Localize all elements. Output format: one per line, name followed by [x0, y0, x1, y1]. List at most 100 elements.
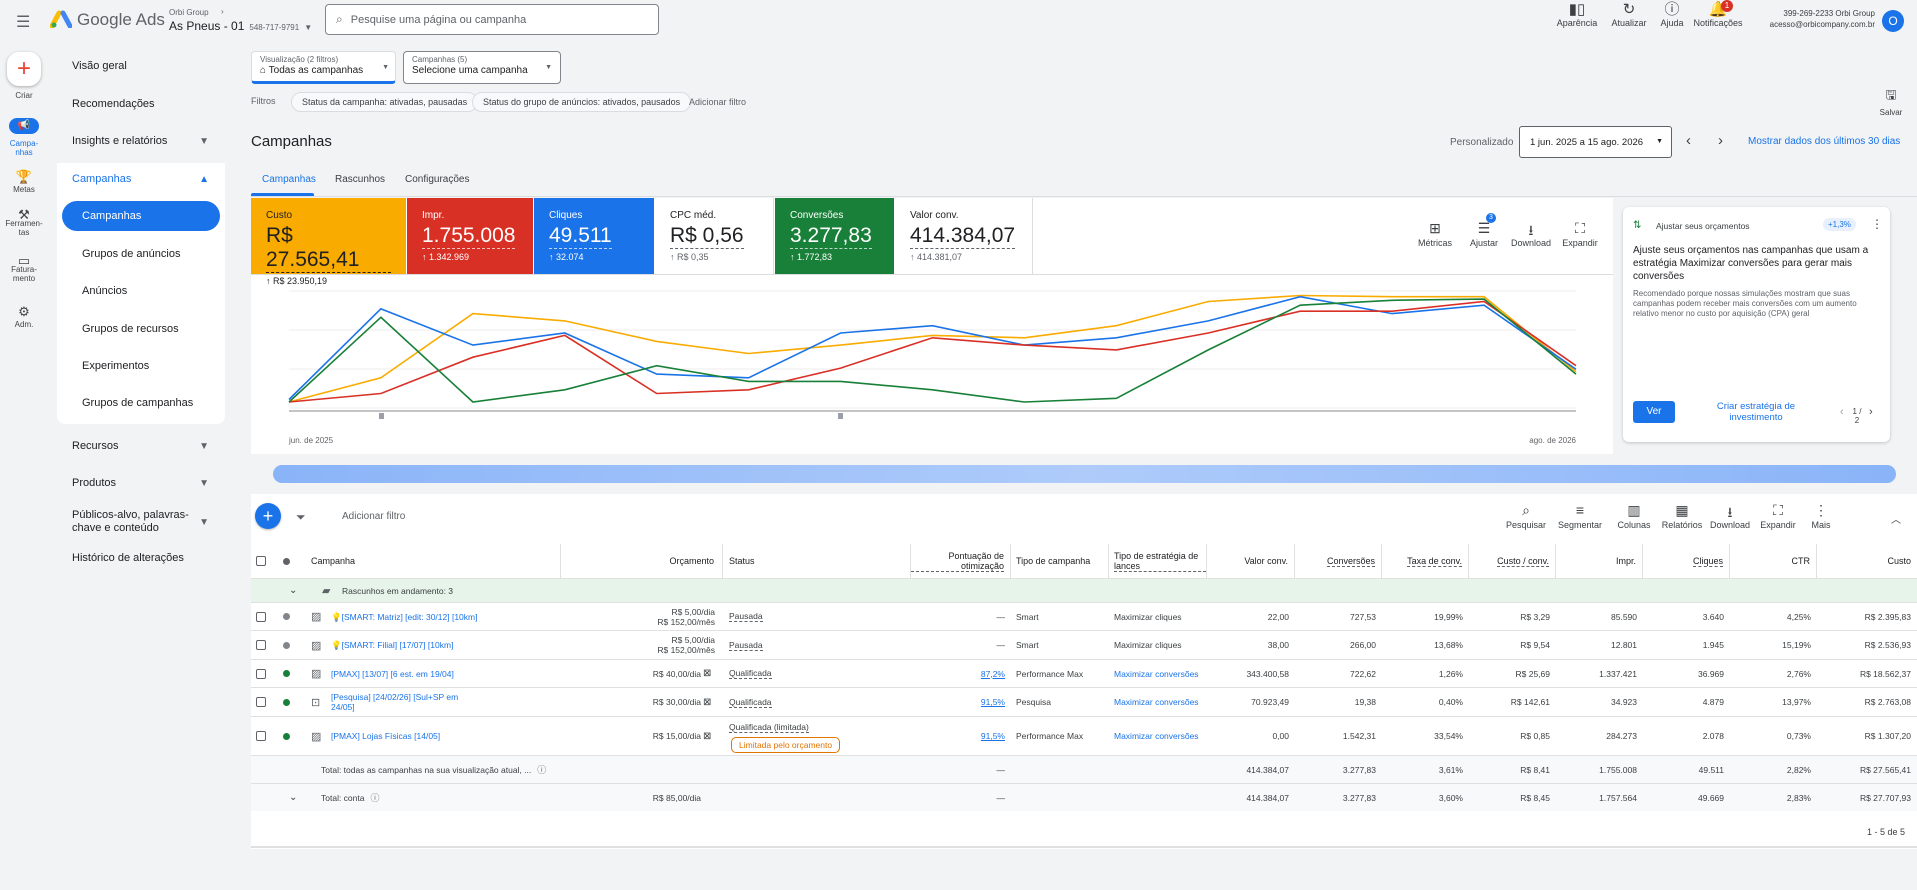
optimization-score[interactable]: 91,5%	[980, 697, 1005, 707]
chart-download-button[interactable]: ⭳ Download	[1510, 222, 1552, 248]
collapse-table-icon[interactable]: ︿	[1891, 515, 1901, 526]
more-vert-icon[interactable]: ⋮	[1871, 217, 1883, 231]
col-ctr[interactable]: CTR	[1730, 544, 1817, 578]
tab-drafts[interactable]: Rascunhos	[335, 174, 386, 185]
campaign-selector[interactable]: Campanhas (5) Selecione uma campanha ▼	[403, 51, 561, 84]
campaign-name-link[interactable]: [PMAX] [13/07] [6 est. em 19/04]	[331, 668, 454, 679]
budget-cell[interactable]: R$ 5,00/dia R$ 152,00/mês	[657, 635, 715, 655]
filter-icon[interactable]: ⏷	[296, 510, 306, 524]
status-dot[interactable]	[282, 698, 290, 706]
rail-goals[interactable]: 🏆 Metas	[0, 169, 48, 194]
save-button[interactable]: 🖫 Salvar	[1876, 86, 1906, 117]
reco-prev-icon[interactable]: ‹	[1840, 406, 1844, 418]
reco-create-strategy-link[interactable]: Criar estratégia de investimento	[1716, 401, 1796, 423]
metrics-button[interactable]: ⊞ Métricas	[1415, 220, 1455, 248]
rail-admin[interactable]: ⚙ Adm.	[0, 304, 48, 329]
nav-sub-campaigns[interactable]: Campanhas	[62, 201, 220, 231]
row-checkbox[interactable]	[256, 697, 266, 707]
table-columns-button[interactable]: ▥ Colunas	[1612, 502, 1656, 530]
status-dot[interactable]	[282, 732, 290, 740]
date-range-picker[interactable]: 1 jun. 2025 a 15 ago. 2026 ▼	[1519, 126, 1672, 158]
col-conversions[interactable]: Conversões	[1295, 544, 1382, 578]
drafts-row[interactable]: ⌄ ▰ Rascunhos em andamento: 3	[251, 578, 1917, 602]
rail-billing[interactable]: ▭ Fatura- mento	[0, 254, 48, 283]
row-checkbox[interactable]	[256, 611, 266, 622]
rail-label-campaigns[interactable]: Campa- nhas	[9, 139, 39, 157]
range-handle-right[interactable]	[838, 413, 843, 419]
col-clicks[interactable]: Cliques	[1643, 544, 1730, 578]
budget-cell[interactable]: R$ 5,00/dia R$ 152,00/mês	[657, 606, 715, 627]
tile-impressions[interactable]: Impr. 1.755.008 ↑ 1.342.969	[407, 198, 533, 274]
table-row[interactable]: ⊡ [Pesquisa] [24/02/26] [Sul+SP em 24/05]…	[251, 687, 1917, 716]
table-row[interactable]: ▨ [PMAX] Lojas Físicas [14/05] R$ 15,00/di…	[251, 716, 1917, 755]
optimization-score[interactable]: 87,2%	[980, 668, 1005, 679]
megaphone-icon[interactable]: 📢	[9, 118, 39, 134]
info-icon[interactable]: ⓘ	[370, 793, 380, 803]
status-text[interactable]: Qualificada	[729, 696, 772, 708]
campaign-name-link[interactable]: 💡[SMART: Filial] [17/07] [10km]	[331, 640, 454, 650]
status-dot[interactable]	[282, 613, 290, 620]
table-download-button[interactable]: ⭳ Download	[1709, 504, 1751, 530]
create-button[interactable]: +	[7, 52, 41, 86]
nav-sub-campaign-groups[interactable]: Grupos de campanhas	[82, 397, 194, 409]
nav-history[interactable]: Histórico de alterações	[72, 552, 184, 564]
nav-sub-ad-groups[interactable]: Grupos de anúncios	[82, 248, 181, 260]
table-row[interactable]: ▨ 💡[SMART: Filial] [17/07] [10km] R$ 5,00/…	[251, 630, 1917, 659]
prev-period-button[interactable]: ‹	[1686, 132, 1691, 149]
filter-chip-adgroup-status[interactable]: Status do grupo de anúncios: ativados, p…	[472, 92, 692, 112]
rail-tools[interactable]: ⚒ Ferramen- tas	[0, 208, 48, 237]
nav-resources[interactable]: Recursos ▼	[72, 440, 209, 452]
table-segment-button[interactable]: ≡ Segmentar	[1558, 502, 1603, 530]
row-checkbox[interactable]	[256, 640, 266, 650]
status-text[interactable]: Qualificada	[729, 668, 772, 679]
budget-cell[interactable]: R$ 30,00/dia	[652, 697, 701, 707]
tile-conversions[interactable]: Conversões 3.277,83 ↑ 1.772,83	[775, 198, 894, 274]
chart-expand-button[interactable]: ⛶ Expandir	[1558, 220, 1602, 248]
status-dot[interactable]	[282, 641, 290, 649]
tile-conv-value[interactable]: Valor conv. 414.384,07 ↑ 414.381,07	[895, 198, 1033, 274]
table-add-filter[interactable]: Adicionar filtro	[342, 511, 406, 522]
col-cost[interactable]: Custo	[1887, 556, 1911, 566]
tile-avg-cpc[interactable]: CPC méd. R$ 0,56 ↑ R$ 0,35	[655, 198, 774, 274]
col-conv-value[interactable]: Valor conv.	[1207, 544, 1295, 578]
account-switcher[interactable]: As Pneus - 01 548-717-9791 ▼	[169, 19, 312, 33]
col-campaign-type[interactable]: Tipo de campanha	[1011, 544, 1109, 578]
filter-chip-campaign-status[interactable]: Status da campanha: ativadas, pausadas	[291, 92, 479, 112]
table-row[interactable]: ▨ 💡[SMART: Matriz] [edit: 30/12] [10km] R$…	[251, 602, 1917, 630]
table-search-button[interactable]: ⌕ Pesquisar	[1505, 502, 1547, 530]
chevron-down-icon[interactable]: ⌄	[289, 585, 298, 596]
col-conv-rate[interactable]: Taxa de conv.	[1382, 544, 1469, 578]
nav-campaigns[interactable]: Campanhas ▲	[57, 163, 225, 195]
nav-sub-experiments[interactable]: Experimentos	[82, 360, 150, 372]
campaign-name-link[interactable]: [Pesquisa] [24/02/26] [Sul+SP em 24/05]	[331, 692, 459, 712]
notifications-button[interactable]: 🔔 Notificações	[1693, 1, 1743, 29]
avatar[interactable]: O	[1882, 10, 1904, 32]
budget-chart-icon[interactable]: ⊠	[703, 696, 712, 708]
tab-campaigns[interactable]: Campanhas	[262, 174, 316, 185]
select-all-checkbox[interactable]	[256, 556, 266, 566]
adjust-button[interactable]: ☰ Ajustar	[1464, 220, 1504, 248]
nav-insights[interactable]: Insights e relatórios ▼	[72, 135, 209, 147]
help-button[interactable]: ⓘ Ajuda	[1647, 2, 1697, 29]
status-dot[interactable]	[282, 670, 290, 677]
col-optimization[interactable]: Pontuação de otimização	[911, 544, 1011, 578]
status-text[interactable]: Pausada	[729, 639, 763, 651]
table-more-button[interactable]: ⋮ Mais	[1799, 502, 1843, 530]
col-bid-strategy[interactable]: Tipo de estratégia de lances	[1109, 544, 1207, 578]
appearance-button[interactable]: ▮▯ Aparência	[1552, 2, 1602, 29]
table-reports-button[interactable]: ▦ Relatórios	[1661, 502, 1703, 530]
reco-view-button[interactable]: Ver	[1633, 401, 1675, 423]
status-text[interactable]: Pausada	[729, 611, 763, 622]
optimization-score[interactable]: 91,5%	[980, 731, 1005, 741]
nav-sub-asset-groups[interactable]: Grupos de recursos	[82, 323, 179, 335]
bid-strategy[interactable]: Maximizar conversões	[1114, 731, 1199, 741]
bid-strategy[interactable]: Maximizar conversões	[1114, 668, 1199, 679]
col-impressions[interactable]: Impr.	[1556, 544, 1643, 578]
add-filter-link[interactable]: Adicionar filtro	[689, 97, 747, 107]
next-period-button[interactable]: ›	[1718, 132, 1723, 149]
nav-overview[interactable]: Visão geral	[72, 60, 127, 72]
reco-next-icon[interactable]: ›	[1869, 406, 1873, 418]
nav-audiences[interactable]: Públicos-alvo, palavras-chave e conteúdo…	[72, 509, 209, 534]
status-text[interactable]: Qualificada (limitada)	[729, 721, 809, 733]
tile-clicks[interactable]: Cliques 49.511 ↑ 32.074	[534, 198, 654, 274]
